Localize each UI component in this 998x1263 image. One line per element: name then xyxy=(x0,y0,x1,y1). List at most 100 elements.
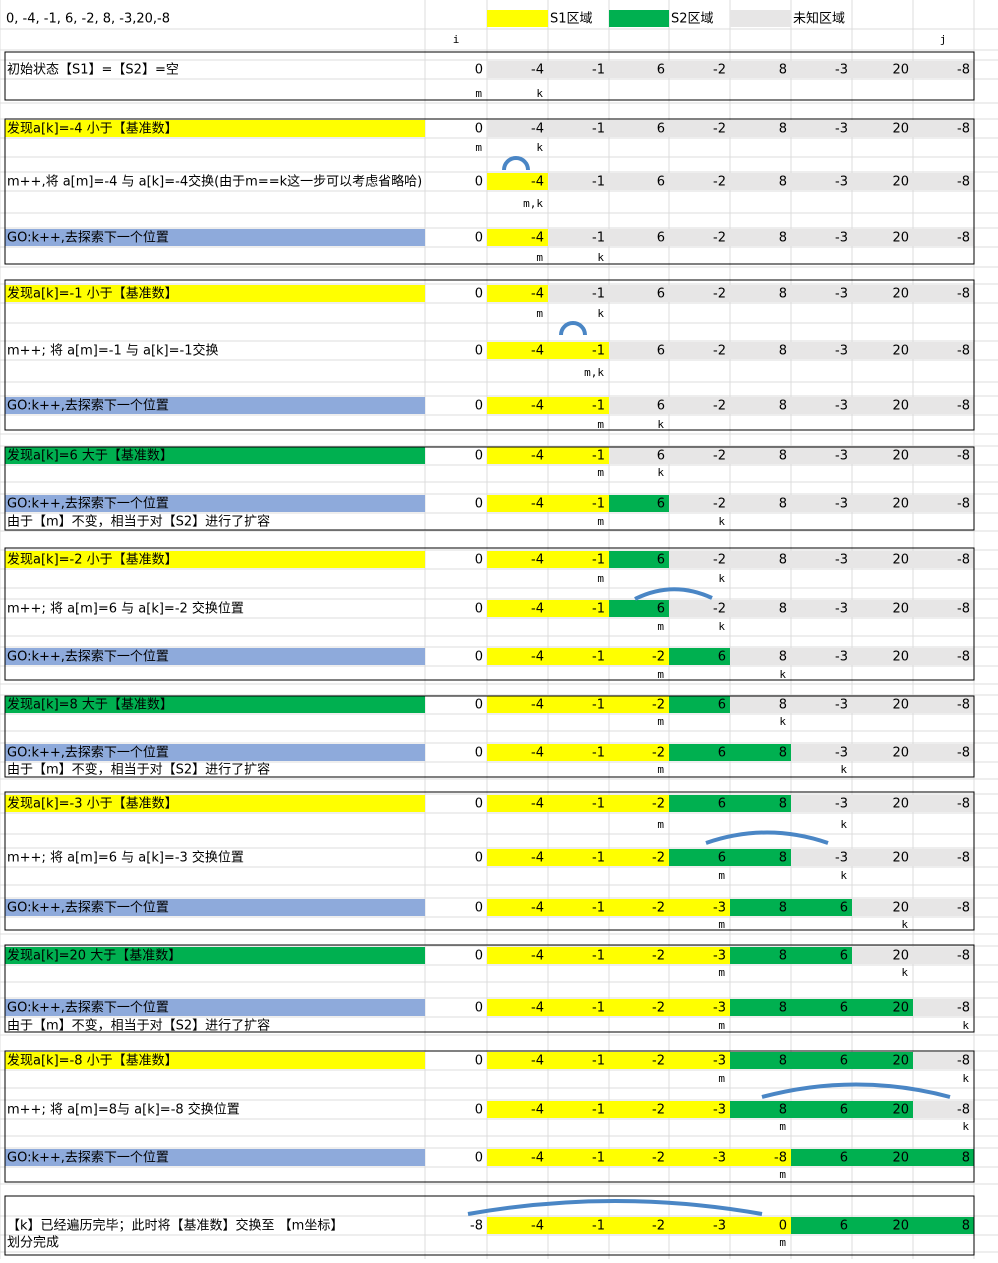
cell-value: 0 xyxy=(475,1054,483,1069)
cell-bg xyxy=(548,447,609,464)
cell-bg xyxy=(730,947,791,964)
cell-value: -2 xyxy=(652,650,665,665)
cell-value: 8 xyxy=(779,344,787,359)
cell-bg xyxy=(791,849,852,866)
cell-value: 0 xyxy=(475,399,483,414)
step-label: 发现a[k]=-1 小于【基准数】 xyxy=(7,286,178,302)
cell-value: -8 xyxy=(957,1001,970,1016)
cell-value: 0 xyxy=(475,497,483,512)
cell-bg xyxy=(609,397,669,414)
cell-value: 0 xyxy=(475,602,483,617)
cell-value: -8 xyxy=(957,1103,970,1118)
cell-value: 20 xyxy=(892,497,909,512)
cell-bg xyxy=(609,173,669,190)
cell-value: -4 xyxy=(531,901,544,916)
cell-bg xyxy=(548,1052,609,1069)
cell-bg xyxy=(548,1149,609,1166)
cell-bg xyxy=(852,744,913,761)
cell-bg xyxy=(487,61,548,78)
cell-value: -1 xyxy=(592,949,605,964)
cell-value: 20 xyxy=(892,1103,909,1118)
cell-bg xyxy=(730,849,791,866)
pointer-marker: m xyxy=(475,87,482,100)
cell-value: -2 xyxy=(652,851,665,866)
cell-bg xyxy=(548,1217,609,1234)
swap-arc xyxy=(634,587,713,601)
cell-value: 20 xyxy=(892,287,909,302)
cell-bg xyxy=(487,999,548,1016)
cell-value: -8 xyxy=(957,553,970,568)
cell-value: 8 xyxy=(779,449,787,464)
cell-value: 0 xyxy=(475,797,483,812)
cell-value: -1 xyxy=(592,553,605,568)
pointer-marker: m xyxy=(718,1072,725,1085)
cell-bg xyxy=(487,1052,548,1069)
cell-bg xyxy=(609,999,669,1016)
cell-bg xyxy=(669,120,730,137)
cell-value: 20 xyxy=(892,175,909,190)
cell-bg xyxy=(609,285,669,302)
cell-bg xyxy=(730,1052,791,1069)
cell-bg xyxy=(548,744,609,761)
step-label: 发现a[k]=6 大于【基准数】 xyxy=(7,448,173,464)
cell-value: 8 xyxy=(779,901,787,916)
cell-value: 6 xyxy=(718,746,726,761)
block-border xyxy=(4,51,975,101)
cell-value: -2 xyxy=(652,1219,665,1234)
cell-bg xyxy=(669,999,730,1016)
cell-value: 6 xyxy=(657,553,665,568)
cell-bg xyxy=(913,1052,974,1069)
cell-bg xyxy=(487,397,548,414)
cell-bg xyxy=(609,1101,669,1118)
cell-bg xyxy=(913,1217,974,1234)
cell-value: -8 xyxy=(957,698,970,713)
cell-bg xyxy=(669,849,730,866)
cell-value: -4 xyxy=(531,122,544,137)
swap-arc xyxy=(502,156,530,171)
cell-bg xyxy=(548,61,609,78)
cell-value: -8 xyxy=(957,497,970,512)
pointer-marker: k xyxy=(901,966,908,979)
cell-value: -2 xyxy=(652,1001,665,1016)
cell-value: 20 xyxy=(892,602,909,617)
cell-bg xyxy=(791,61,852,78)
cell-bg xyxy=(669,1217,730,1234)
cell-value: -8 xyxy=(957,231,970,246)
cell-bg xyxy=(669,1101,730,1118)
cell-bg xyxy=(913,795,974,812)
cell-bg xyxy=(791,1149,852,1166)
pointer-marker: m xyxy=(657,763,664,776)
cell-value: -1 xyxy=(592,901,605,916)
cell-value: -8 xyxy=(957,851,970,866)
cell-bg xyxy=(791,999,852,1016)
step-label: m++; 将 a[m]=-1 与 a[k]=-1交换 xyxy=(7,343,218,359)
cell-bg xyxy=(730,1217,791,1234)
cell-value: 0 xyxy=(475,851,483,866)
cell-bg xyxy=(913,61,974,78)
label-bg xyxy=(5,551,425,568)
cell-bg xyxy=(669,495,730,512)
step-label: 发现a[k]=-3 小于【基准数】 xyxy=(7,796,178,812)
cell-value: -3 xyxy=(713,1151,726,1166)
cell-bg xyxy=(852,120,913,137)
cell-bg xyxy=(791,795,852,812)
cell-bg xyxy=(669,899,730,916)
cell-bg xyxy=(791,447,852,464)
cell-value: -4 xyxy=(531,175,544,190)
cell-value: -2 xyxy=(713,122,726,137)
pointer-label: i xyxy=(453,33,460,46)
cell-value: 8 xyxy=(779,553,787,568)
cell-bg xyxy=(730,999,791,1016)
pointer-marker: k xyxy=(962,1120,969,1133)
cell-value: -1 xyxy=(592,797,605,812)
cell-value: 20 xyxy=(892,63,909,78)
cell-value: 0 xyxy=(475,1103,483,1118)
cell-value: 8 xyxy=(779,851,787,866)
cell-value: 20 xyxy=(892,797,909,812)
cell-bg xyxy=(487,600,548,617)
cell-value: -8 xyxy=(957,122,970,137)
step-label: m++; 将 a[m]=6 与 a[k]=-3 交换位置 xyxy=(7,850,244,866)
pointer-marker: m xyxy=(597,572,604,585)
cell-value: -1 xyxy=(592,1151,605,1166)
cell-bg xyxy=(852,342,913,359)
